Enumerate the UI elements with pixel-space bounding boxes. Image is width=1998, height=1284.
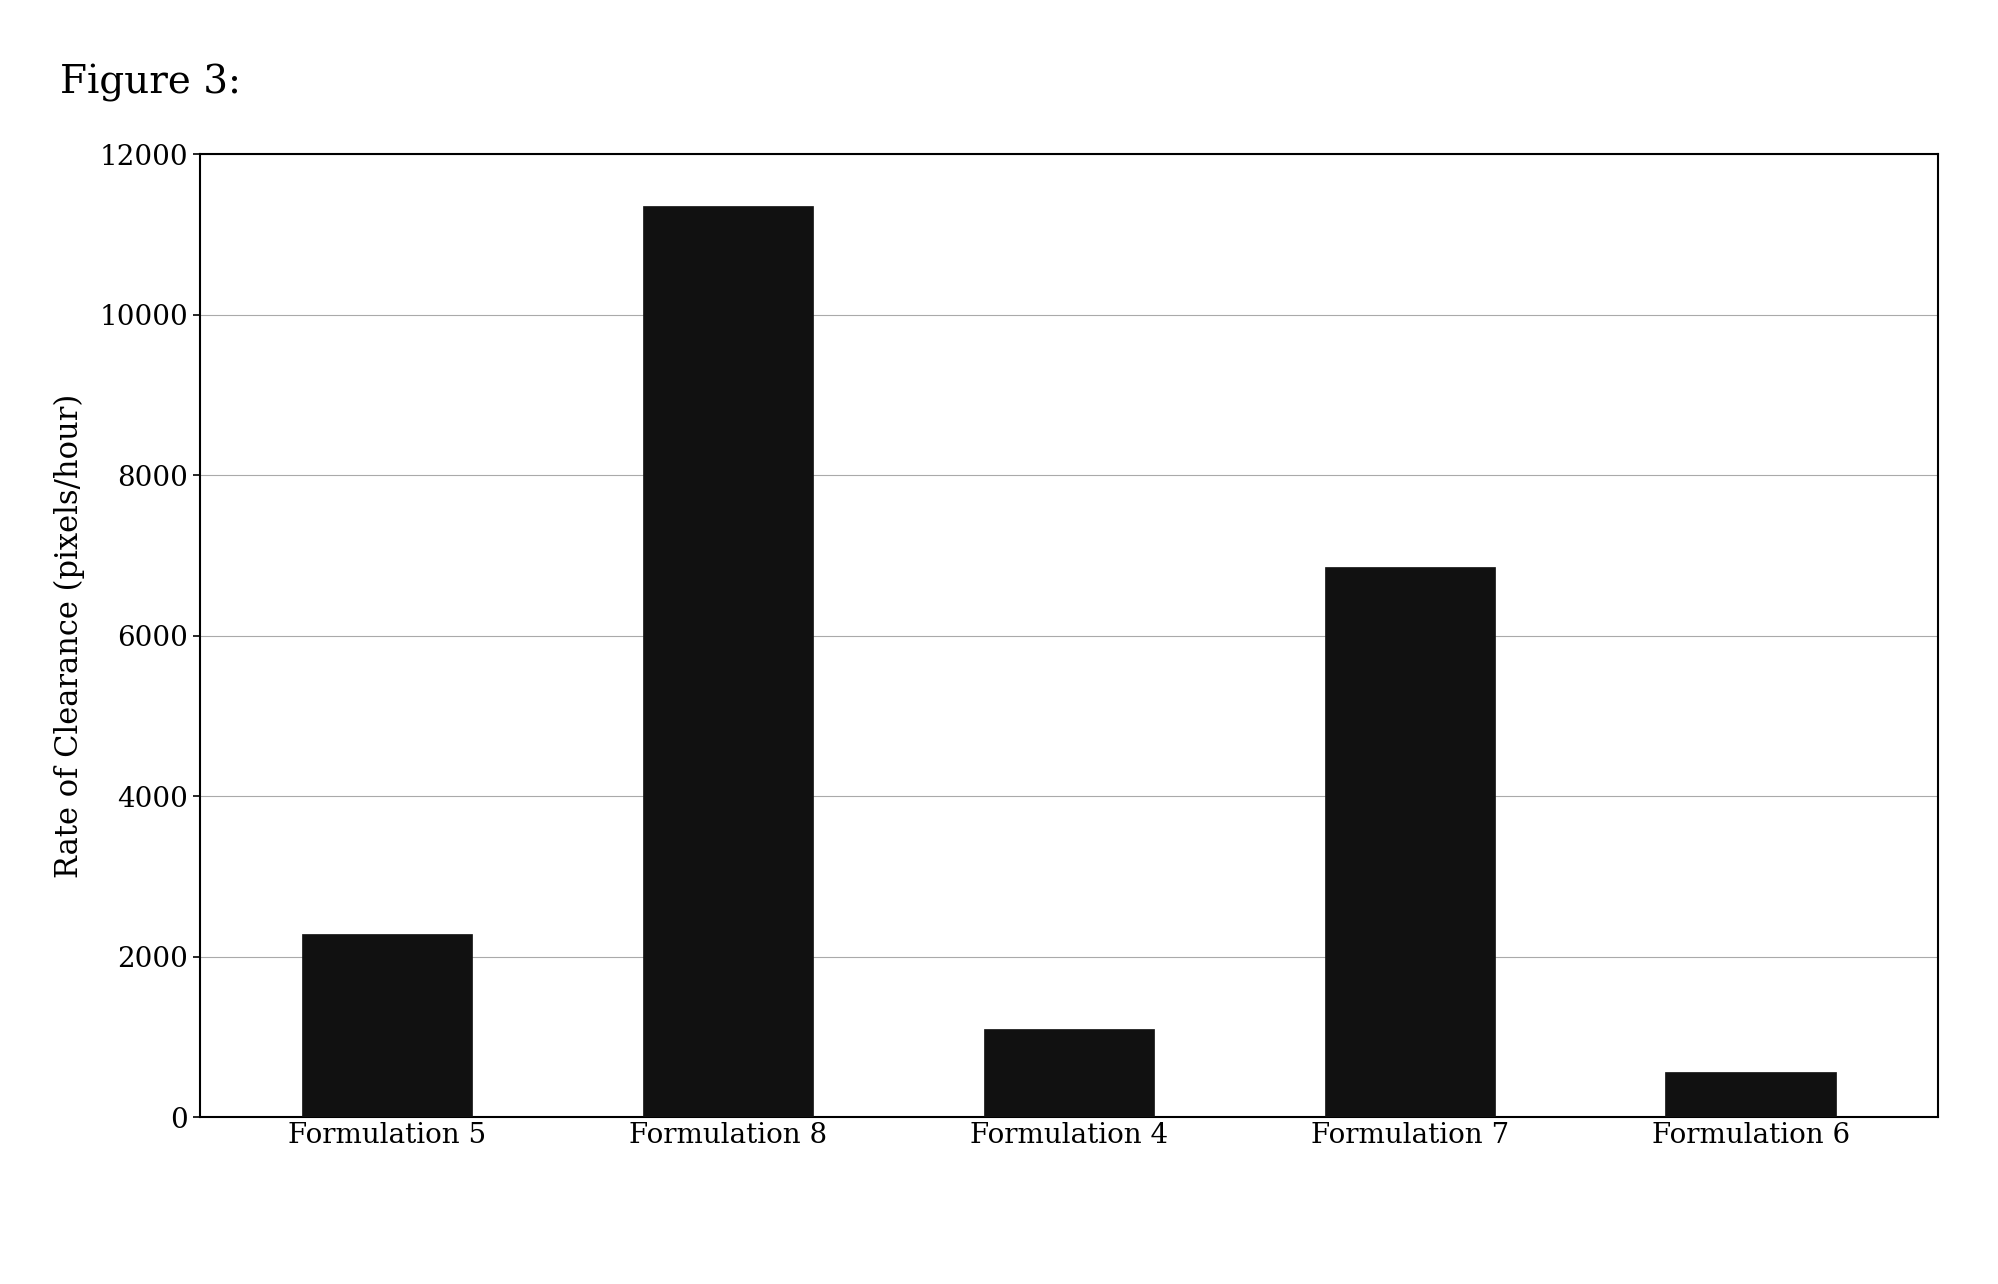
- Text: Figure 3:: Figure 3:: [60, 64, 242, 103]
- Y-axis label: Rate of Clearance (pixels/hour): Rate of Clearance (pixels/hour): [54, 393, 86, 878]
- Bar: [983, 1028, 1155, 1117]
- Bar: [643, 207, 813, 1117]
- Bar: [1666, 1072, 1836, 1117]
- Bar: [1325, 568, 1495, 1117]
- Bar: [302, 935, 472, 1117]
